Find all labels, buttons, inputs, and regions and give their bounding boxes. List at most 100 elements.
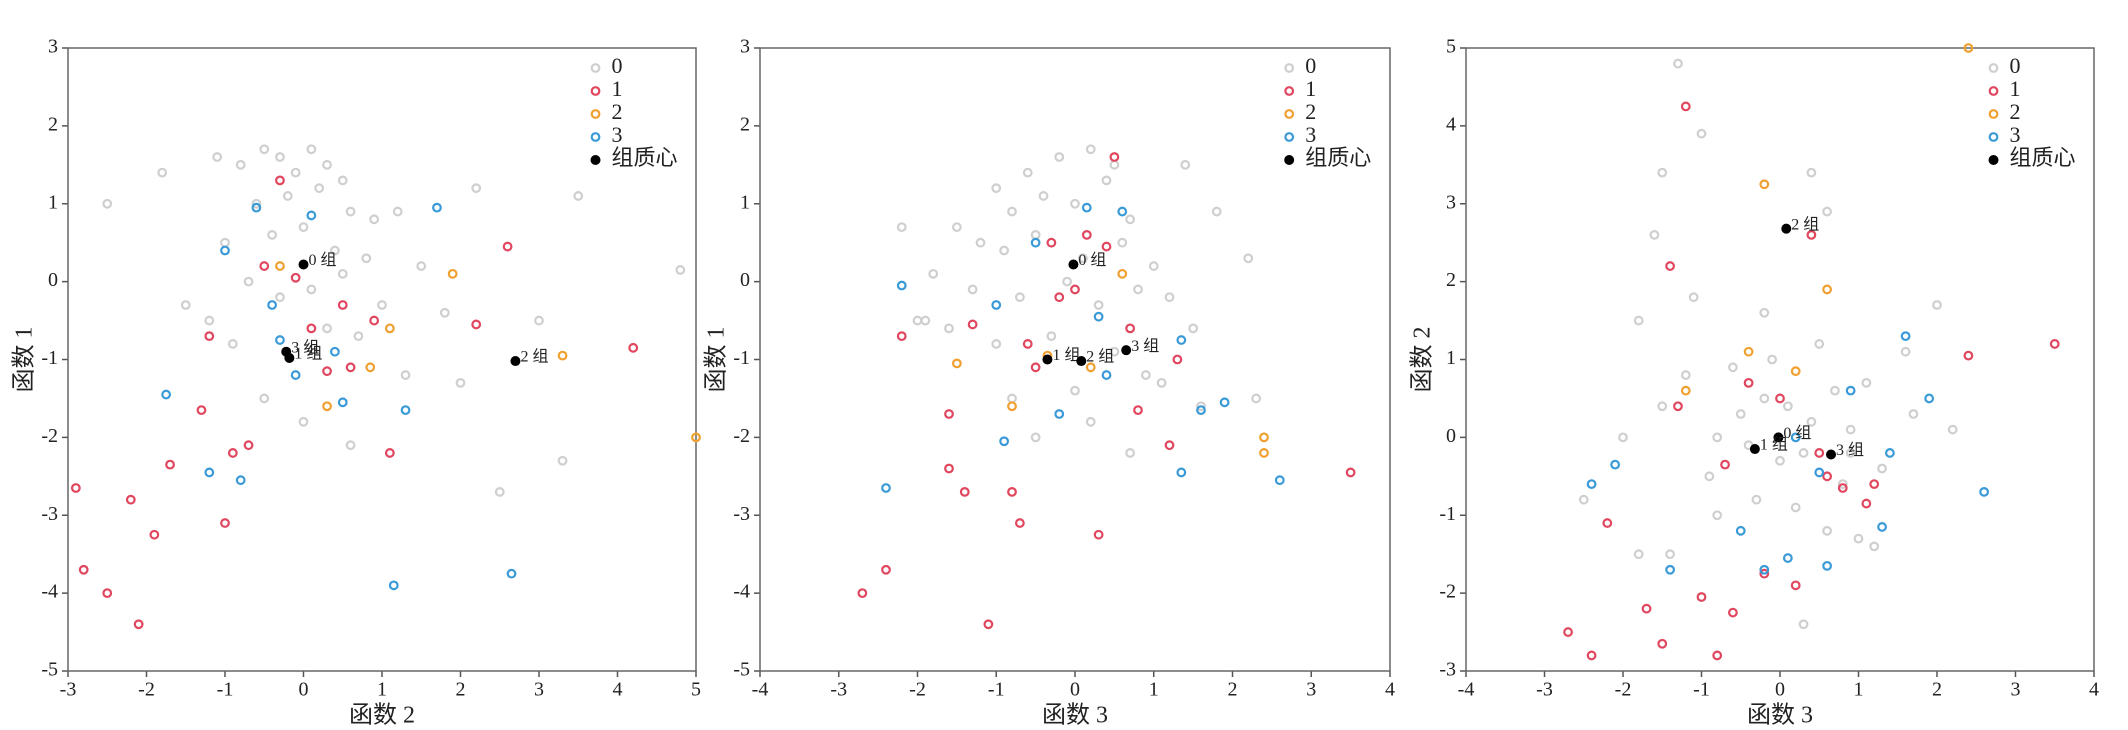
legend-marker <box>590 86 601 96</box>
point <box>282 191 293 201</box>
point <box>384 448 395 458</box>
legend-marker <box>1284 109 1295 119</box>
point <box>1908 409 1919 419</box>
point <box>392 206 403 217</box>
centroid-label: 2 组 <box>520 348 548 366</box>
x-tick-label: -3 <box>830 679 847 701</box>
point <box>102 198 113 209</box>
point <box>1054 409 1065 419</box>
centroid-label: 2 组 <box>1791 215 1819 233</box>
point <box>1822 284 1832 295</box>
point <box>125 494 136 505</box>
legend-marker <box>1284 63 1295 73</box>
point <box>1649 229 1660 240</box>
point <box>1665 261 1675 271</box>
point <box>1070 385 1080 396</box>
point <box>1720 459 1730 470</box>
point <box>361 253 372 264</box>
centroid <box>1826 449 1837 460</box>
y-tick-label: 5 <box>1446 36 1456 58</box>
point <box>1665 564 1675 575</box>
point <box>991 183 1002 194</box>
point <box>1680 385 1691 396</box>
point <box>1070 198 1080 209</box>
point <box>1814 448 1825 458</box>
point <box>70 483 81 493</box>
legend-marker <box>1988 86 1999 96</box>
point <box>322 323 332 334</box>
point <box>227 339 238 349</box>
point <box>369 315 380 326</box>
centroid-label: 0 组 <box>309 251 337 269</box>
point <box>455 377 466 388</box>
point <box>691 432 701 443</box>
point <box>1109 346 1120 357</box>
point <box>388 580 399 591</box>
point <box>471 183 482 194</box>
x-tick-label: 2 <box>1228 679 1238 701</box>
point <box>1657 167 1668 178</box>
legend-marker <box>590 132 601 142</box>
point <box>1712 650 1723 661</box>
point <box>365 362 376 373</box>
legend-label: 1 <box>612 76 623 101</box>
point <box>1140 370 1151 380</box>
y-tick-label: -2 <box>733 425 750 447</box>
y-tick-label: -3 <box>41 503 58 525</box>
point <box>353 331 364 342</box>
point <box>1196 405 1206 416</box>
point <box>1196 401 1206 412</box>
y-tick-label: -1 <box>733 347 750 369</box>
point <box>1081 229 1092 240</box>
point <box>251 202 262 213</box>
point <box>999 245 1010 256</box>
point <box>1117 206 1128 217</box>
point <box>1022 339 1033 349</box>
point <box>447 268 458 279</box>
point <box>1133 284 1143 295</box>
y-axis-label: 函数 2 <box>1409 327 1436 393</box>
point <box>180 300 191 310</box>
point <box>506 568 517 579</box>
point <box>896 222 907 233</box>
point <box>1759 564 1770 575</box>
point <box>1030 362 1041 373</box>
x-axis-label: 函数 2 <box>349 702 415 729</box>
legend-label: 组质心 <box>612 145 678 170</box>
point <box>1014 292 1025 303</box>
point <box>2049 339 2060 349</box>
point <box>1007 206 1017 217</box>
point <box>1680 370 1691 380</box>
point <box>944 463 954 474</box>
point <box>1219 397 1230 408</box>
x-tick-label: 4 <box>1385 679 1395 701</box>
point <box>1806 167 1817 178</box>
centroid-label: 1 组 <box>1760 436 1788 454</box>
point <box>1751 494 1762 505</box>
point <box>1900 331 1911 342</box>
point <box>1085 144 1096 155</box>
point <box>1665 549 1675 560</box>
x-tick-label: -2 <box>138 679 155 701</box>
legend-marker <box>1988 132 1999 142</box>
legend-label: 1 <box>2010 76 2021 101</box>
legend-label: 0 <box>1305 53 1316 78</box>
point <box>1877 463 1887 474</box>
point <box>275 261 285 271</box>
point <box>1743 377 1754 388</box>
legend-marker <box>1284 155 1295 165</box>
point <box>944 409 954 419</box>
point <box>330 245 340 256</box>
x-tick-label: 0 <box>1775 679 1785 701</box>
point <box>275 175 285 186</box>
point <box>1759 393 1770 404</box>
point <box>243 276 254 287</box>
y-tick-label: -4 <box>733 581 750 603</box>
y-tick-label: 0 <box>740 269 750 291</box>
point <box>975 237 986 248</box>
point <box>1211 206 1222 217</box>
point <box>204 331 215 342</box>
point <box>1759 179 1770 190</box>
point <box>1775 393 1785 404</box>
legend-label: 组质心 <box>1305 145 1371 170</box>
